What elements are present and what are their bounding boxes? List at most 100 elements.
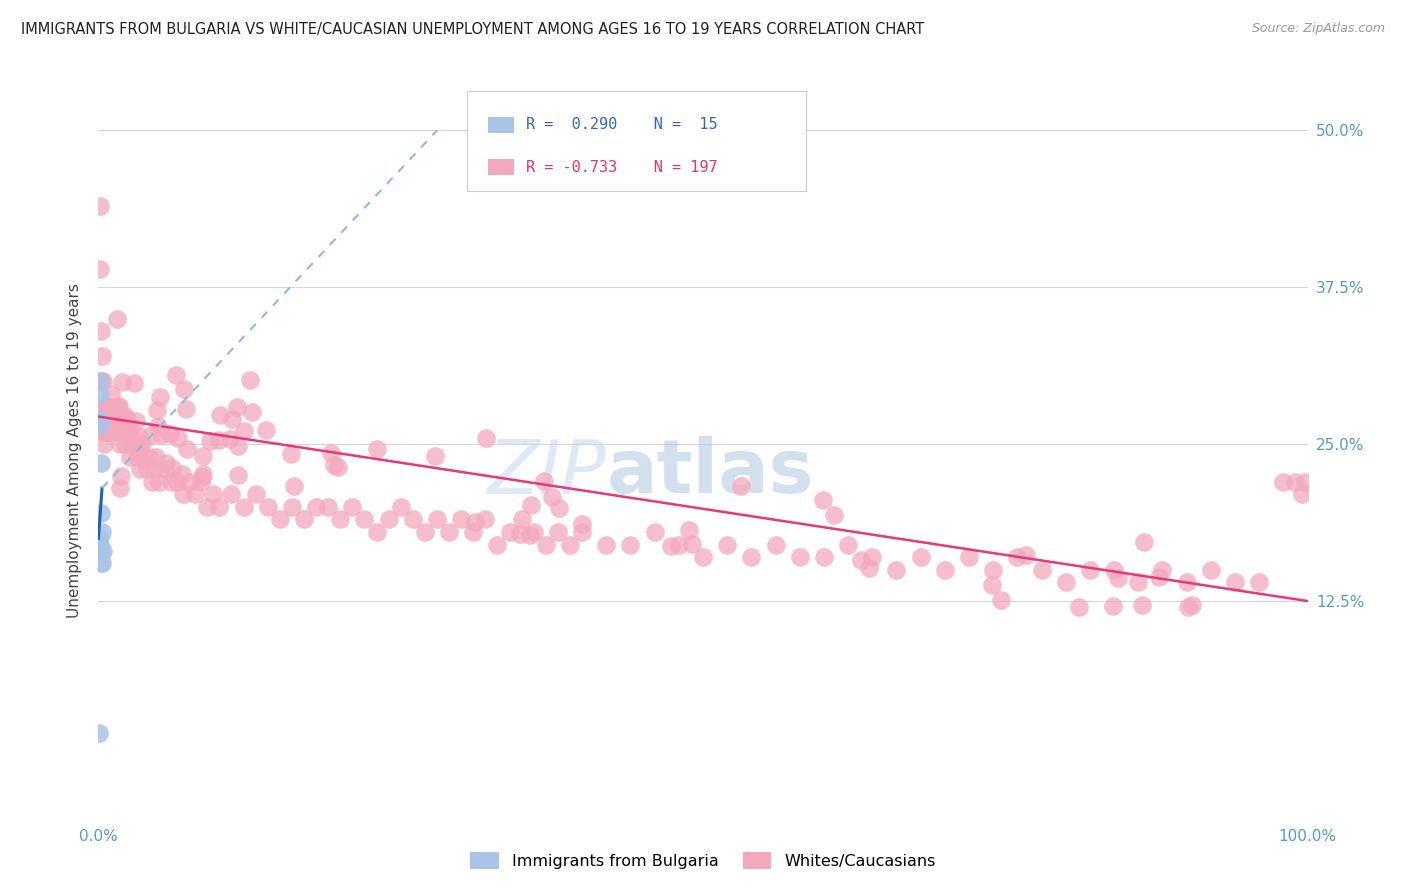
Point [326,460,349,475]
Point [93,412,115,426]
Point [208,409,231,423]
Point [190,475,212,489]
Point [115,425,138,439]
Point [90,375,112,389]
Point [179,475,201,489]
Point [765,538,787,552]
Point [111,375,134,389]
Point [1284,475,1306,489]
Point [860,550,883,565]
Point [547,501,569,516]
FancyBboxPatch shape [467,91,806,191]
Point [1007,550,1029,565]
Point [89,418,111,433]
Point [321,445,343,459]
Point [353,512,375,526]
Point [118,450,141,464]
Point [463,524,485,539]
Point [402,512,425,526]
Point [558,538,581,552]
Point [823,508,845,522]
Point [1014,548,1036,562]
Point [191,469,214,483]
Point [540,490,562,504]
Point [1272,475,1295,489]
Point [135,462,157,476]
Point [280,447,302,461]
Point [89,387,111,401]
Point [519,528,541,542]
Point [366,442,388,456]
Point [1102,563,1125,577]
Point [837,538,859,552]
Point [934,563,956,577]
Point [114,409,136,423]
Point [789,550,811,565]
Point [100,412,122,426]
FancyBboxPatch shape [488,117,515,133]
Point [124,437,146,451]
Point [1249,575,1271,590]
Point [226,439,249,453]
Point [167,431,190,445]
Point [377,512,399,526]
Point [813,550,835,565]
Point [149,427,172,442]
Point [120,425,142,439]
Point [547,524,569,539]
Point [110,468,132,483]
Y-axis label: Unemployment Among Ages 16 to 19 years: Unemployment Among Ages 16 to 19 years [67,283,83,618]
Point [221,487,243,501]
Text: IMMIGRANTS FROM BULGARIA VS WHITE/CAUCASIAN UNEMPLOYMENT AMONG AGES 16 TO 19 YEA: IMMIGRANTS FROM BULGARIA VS WHITE/CAUCAS… [21,22,924,37]
Point [232,425,254,439]
Point [100,412,122,426]
Point [886,563,908,577]
Point [256,500,278,514]
Point [89,544,111,558]
FancyBboxPatch shape [488,159,515,176]
Point [323,458,346,473]
Point [509,527,531,541]
Point [108,399,131,413]
Point [97,412,120,426]
Point [619,538,641,552]
Point [90,557,112,571]
Point [239,373,262,387]
Point [93,437,115,451]
Point [681,537,703,551]
Point [89,531,111,545]
Point [730,479,752,493]
Point [316,500,339,514]
Point [1223,575,1246,590]
Point [118,421,141,435]
Point [910,550,932,565]
Point [127,450,149,464]
Point [1177,600,1199,615]
Point [107,400,129,414]
Point [160,475,183,489]
Point [89,412,111,426]
Point [1152,563,1174,577]
Point [498,524,520,539]
Point [571,524,593,539]
Point [281,500,304,514]
Point [437,524,460,539]
Point [292,512,315,526]
Point [114,437,136,451]
Point [1175,575,1198,590]
Point [858,560,880,574]
Point [305,500,328,514]
Point [90,324,112,338]
Point [329,512,352,526]
Point [450,512,472,526]
Point [716,538,738,552]
Point [96,412,118,426]
Point [957,550,980,565]
Point [1149,569,1171,583]
Point [90,506,112,520]
Point [131,437,153,451]
Point [121,437,143,451]
Point [108,412,131,426]
Point [990,592,1012,607]
Point [91,349,114,363]
